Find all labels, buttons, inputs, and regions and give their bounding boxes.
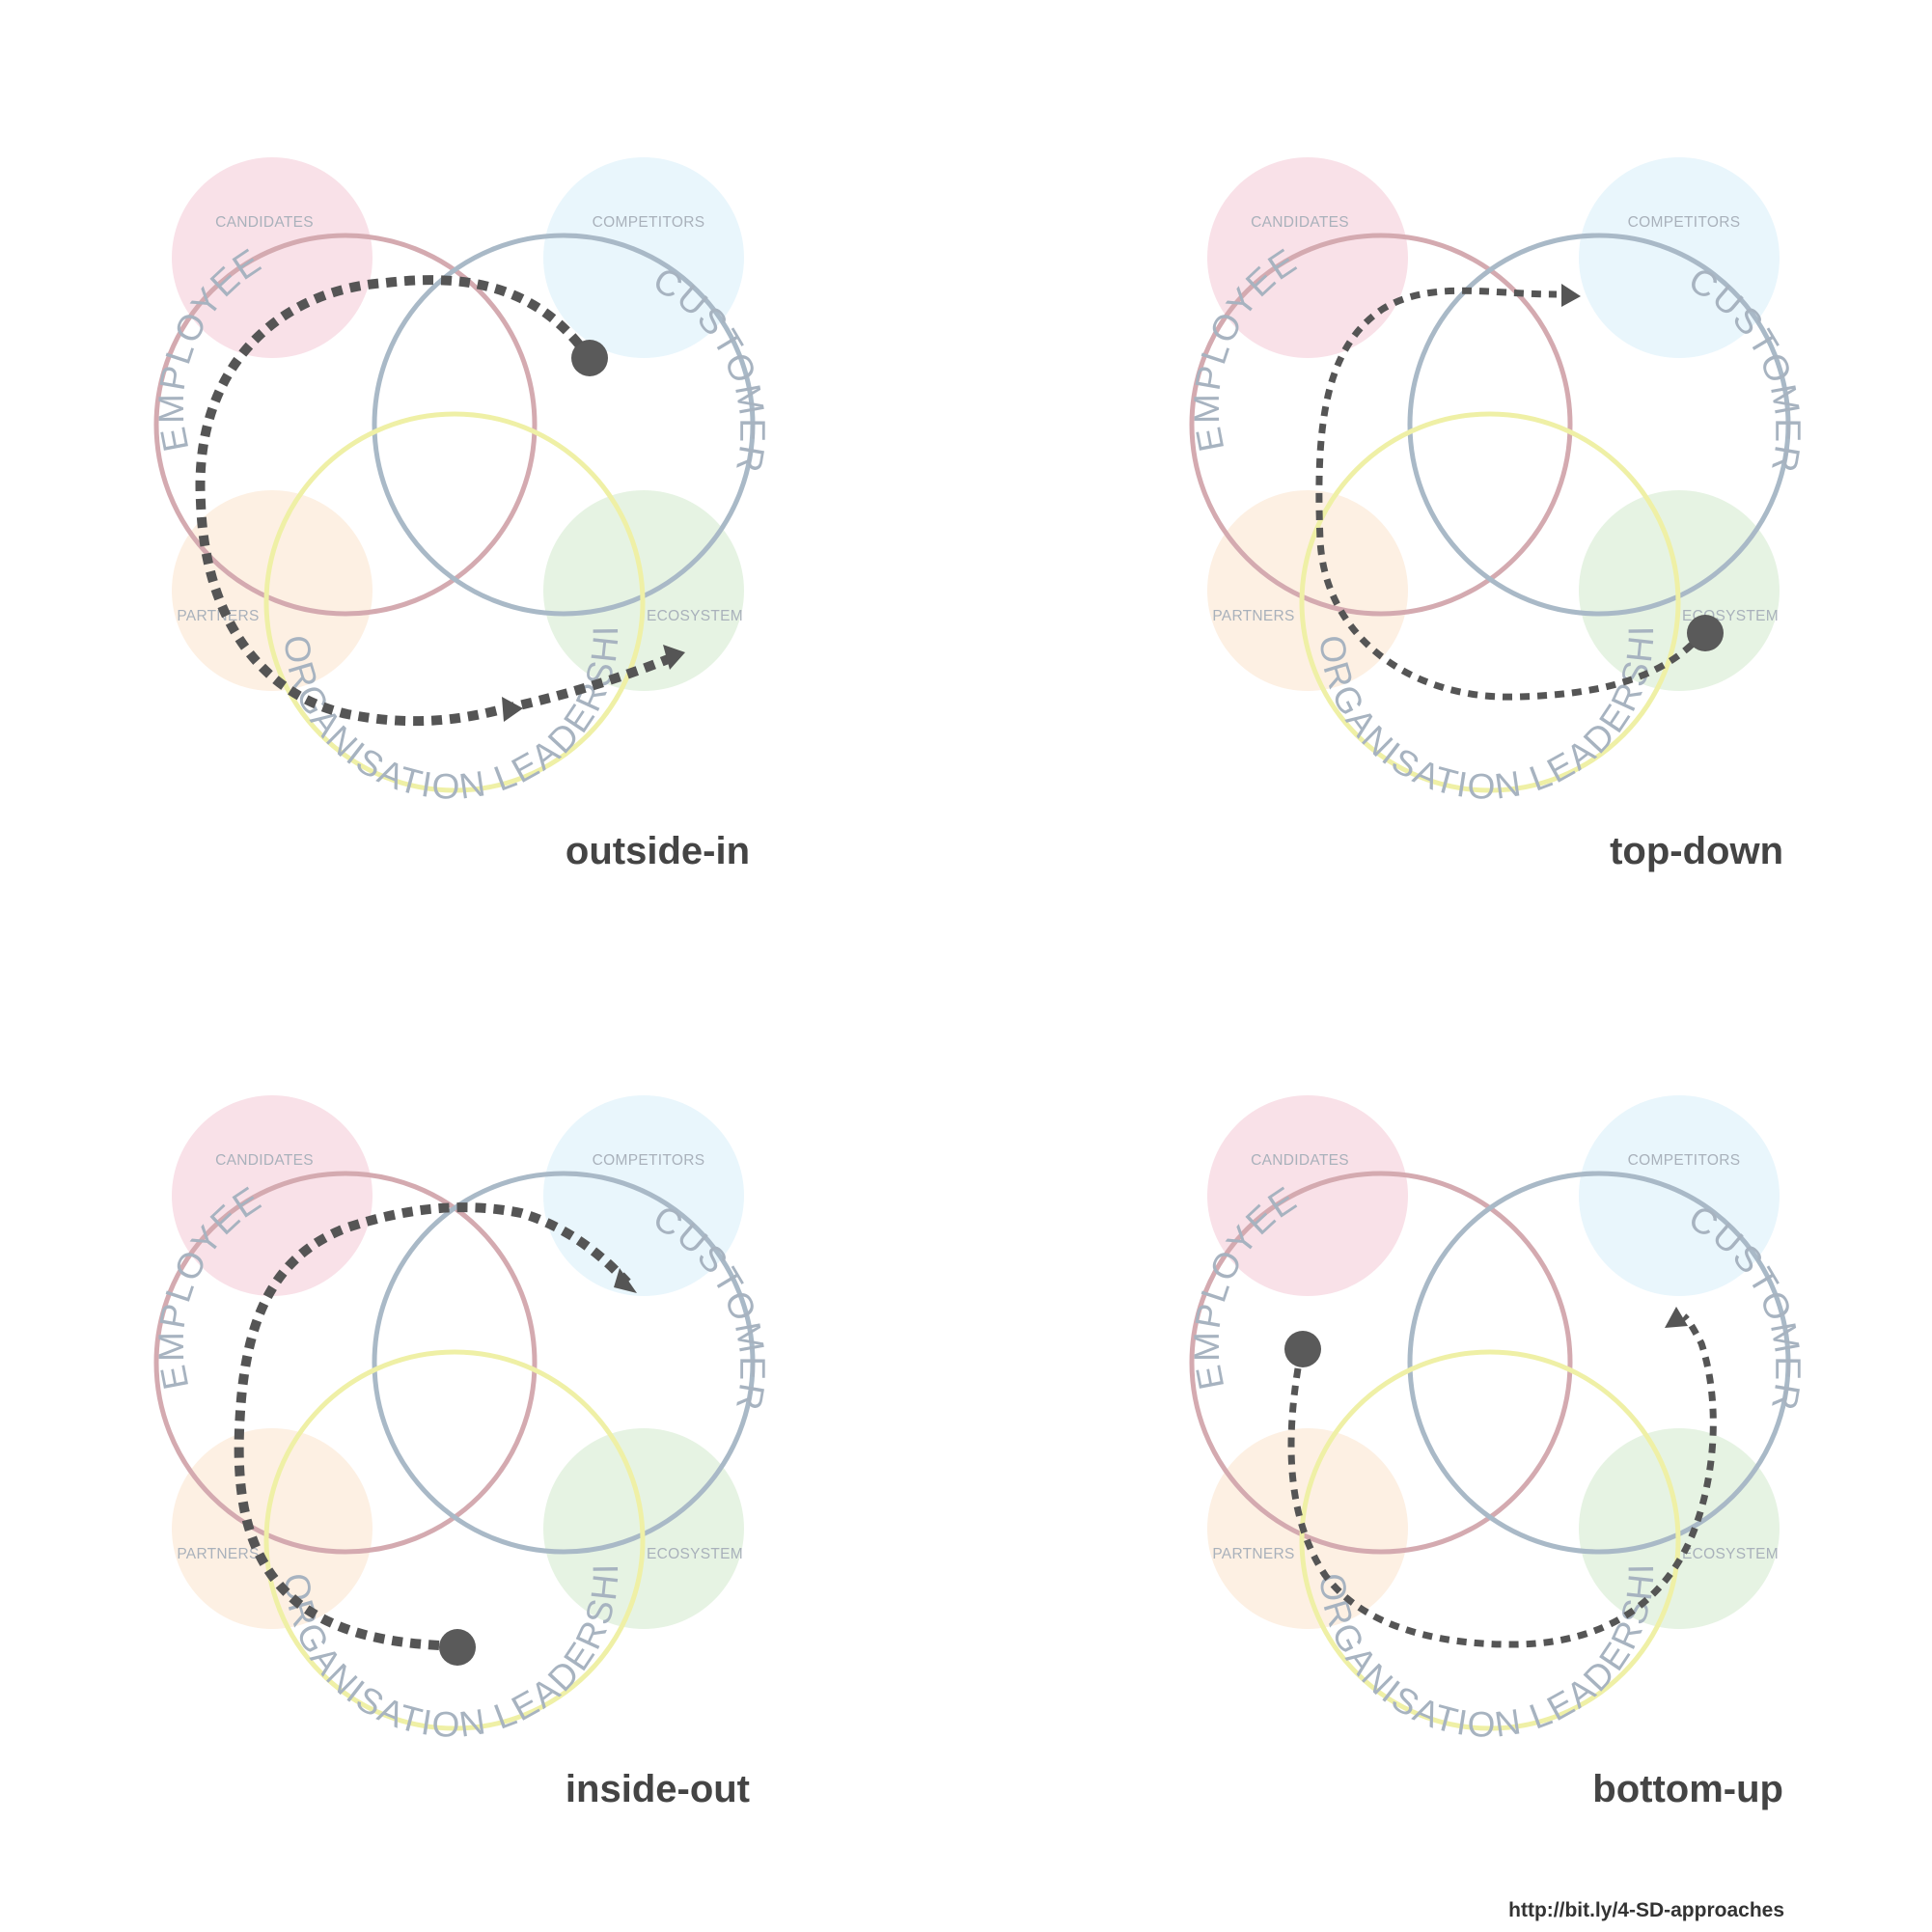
partners-label: PARTNERS xyxy=(1212,1546,1294,1562)
candidates-circle xyxy=(1207,157,1408,358)
candidates-circle xyxy=(172,157,373,358)
panel-title: outside-in xyxy=(566,830,750,872)
candidates-circle xyxy=(172,1095,373,1296)
employees-ring xyxy=(1189,1171,1573,1555)
arrowhead-icon xyxy=(614,1268,637,1293)
candidates-label: CANDIDATES xyxy=(1251,214,1349,231)
competitors-label: COMPETITORS xyxy=(593,214,705,231)
leadership-ring xyxy=(1299,411,1681,793)
competitors-label: COMPETITORS xyxy=(1628,1152,1741,1169)
venn-diagram: CANDIDATES COMPETITORS PARTNERS ECOSYSTE… xyxy=(1023,0,1807,807)
employees-ring xyxy=(153,233,538,617)
competitors-circle xyxy=(543,157,744,358)
start-dot xyxy=(571,340,608,376)
arrowhead-icon xyxy=(663,645,685,670)
start-dot xyxy=(1687,615,1724,651)
start-dot xyxy=(439,1629,476,1666)
leadership-ring xyxy=(1299,1349,1681,1731)
panel-title: top-down xyxy=(1610,830,1783,872)
candidates-label: CANDIDATES xyxy=(215,1152,314,1169)
panel-inside-out: CANDIDATES COMPETITORS PARTNERS ECOSYSTE… xyxy=(0,906,770,1810)
customers-ring xyxy=(372,233,756,617)
ecosystem-label: ECOSYSTEM xyxy=(1682,1546,1779,1562)
start-dot xyxy=(1284,1331,1321,1367)
arrowhead-icon xyxy=(1561,284,1581,307)
partners-circle xyxy=(172,490,373,691)
partners-circle xyxy=(1207,1428,1408,1629)
leadership-label: ORGANISATION LEADERSHIP xyxy=(1023,0,1662,807)
candidates-label: CANDIDATES xyxy=(215,214,314,231)
panel-bottom-up: CANDIDATES COMPETITORS PARTNERS ECOSYSTE… xyxy=(1023,906,1807,1810)
leadership-ring xyxy=(263,411,646,793)
journey-path xyxy=(234,1202,631,1650)
candidates-circle xyxy=(1207,1095,1408,1296)
employees-ring xyxy=(1189,233,1573,617)
footer-link[interactable]: http://bit.ly/4-SD-approaches xyxy=(1508,1899,1784,1921)
venn-diagram: CANDIDATES COMPETITORS PARTNERS ECOSYSTE… xyxy=(0,0,770,807)
partners-label: PARTNERS xyxy=(177,1546,259,1562)
competitors-circle xyxy=(1579,157,1780,358)
ecosystem-label: ECOSYSTEM xyxy=(647,608,743,624)
venn-diagram: CANDIDATES COMPETITORS PARTNERS ECOSYSTE… xyxy=(1023,906,1807,1745)
partners-circle xyxy=(1207,490,1408,691)
panel-title: bottom-up xyxy=(1592,1768,1783,1810)
journey-path xyxy=(1315,287,1695,701)
leadership-ring xyxy=(263,1349,646,1731)
customers-ring xyxy=(372,1171,756,1555)
customers-ring xyxy=(1407,1171,1791,1555)
employees-ring xyxy=(153,1171,538,1555)
candidates-label: CANDIDATES xyxy=(1251,1152,1349,1169)
journey-path xyxy=(195,275,677,727)
arrowhead-icon xyxy=(1665,1307,1688,1328)
arrowhead-icon xyxy=(502,697,523,722)
ecosystem-label: ECOSYSTEM xyxy=(647,1546,743,1562)
panel-top-down: CANDIDATES COMPETITORS PARTNERS ECOSYSTE… xyxy=(1023,0,1807,872)
panel-title: inside-out xyxy=(566,1768,750,1810)
partners-label: PARTNERS xyxy=(177,608,259,624)
customers-ring xyxy=(1407,233,1791,617)
competitors-label: COMPETITORS xyxy=(1628,214,1741,231)
competitors-circle xyxy=(1579,1095,1780,1296)
competitors-circle xyxy=(543,1095,744,1296)
venn-diagram: CANDIDATES COMPETITORS PARTNERS ECOSYSTE… xyxy=(0,906,770,1745)
competitors-label: COMPETITORS xyxy=(593,1152,705,1169)
panel-outside-in: CANDIDATES COMPETITORS PARTNERS ECOSYSTE… xyxy=(0,0,770,872)
partners-label: PARTNERS xyxy=(1212,608,1294,624)
partners-circle xyxy=(172,1428,373,1629)
